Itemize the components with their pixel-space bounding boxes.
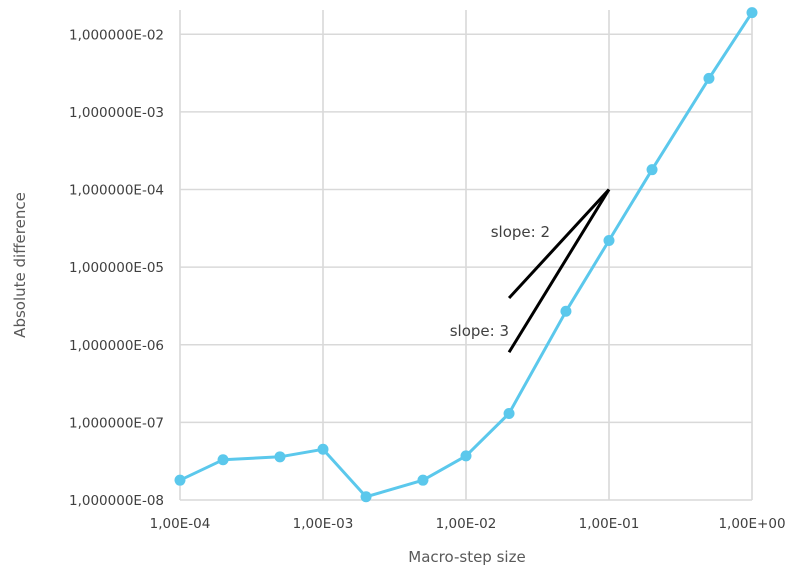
data-point — [646, 164, 658, 176]
x-tick-label: 1,00E-02 — [436, 516, 497, 532]
x-tick-label: 1,00E-01 — [579, 516, 640, 532]
data-point — [174, 474, 186, 486]
data-point — [460, 450, 472, 462]
data-point — [560, 305, 572, 317]
y-tick-label: 1,000000E-08 — [69, 493, 164, 509]
slope-line — [507, 188, 611, 354]
vertical-gridlines — [179, 10, 753, 500]
y-axis-title: Absolute difference — [11, 192, 29, 338]
slope-line — [507, 188, 611, 300]
y-tick-label: 1,000000E-03 — [69, 105, 164, 121]
slope-annotations: slope: 2 slope: 3 — [450, 188, 611, 354]
data-point — [360, 491, 372, 503]
slope-label: slope: 2 — [491, 223, 550, 241]
y-tick-label: 1,000000E-04 — [69, 183, 164, 199]
data-point — [274, 451, 286, 463]
y-tick-label: 1,000000E-02 — [69, 27, 164, 43]
y-tick-label: 1,000000E-05 — [69, 260, 164, 276]
data-point — [703, 72, 715, 84]
slope-label: slope: 3 — [450, 322, 509, 340]
data-point — [503, 408, 515, 420]
y-tick-label: 1,000000E-06 — [69, 338, 164, 354]
data-point — [217, 454, 229, 466]
x-tick-label: 1,00E+00 — [718, 516, 785, 532]
x-tick-labels: 1,00E-04 1,00E-03 1,00E-02 1,00E-01 1,00E+00 — [150, 516, 786, 532]
y-tick-labels: 1,000000E-08 1,000000E-07 1,000000E-06 1,00… — [69, 27, 164, 509]
horizontal-gridlines — [180, 33, 752, 501]
x-tick-label: 1,00E-04 — [150, 516, 211, 532]
x-tick-label: 1,00E-03 — [293, 516, 354, 532]
data-series — [174, 7, 758, 503]
y-tick-label: 1,000000E-07 — [69, 415, 164, 431]
data-point — [317, 443, 329, 455]
data-point — [746, 7, 758, 19]
data-point — [603, 235, 615, 247]
data-point — [417, 474, 429, 486]
x-axis-title: Macro-step size — [408, 548, 525, 566]
